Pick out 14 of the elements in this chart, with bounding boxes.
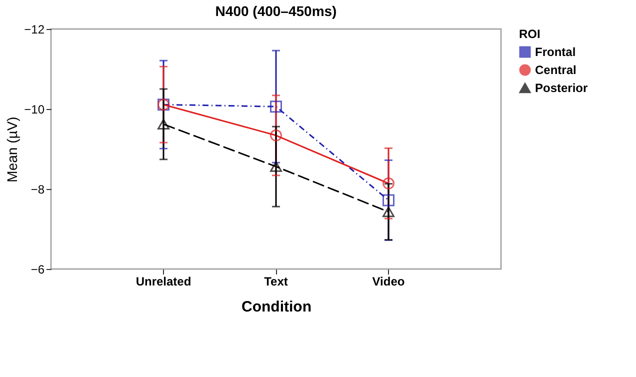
y-tick-label: −12 — [24, 22, 45, 36]
x-tick-label: Video — [372, 274, 405, 288]
y-tick-label: −6 — [30, 262, 45, 276]
legend-label: Central — [535, 63, 576, 77]
y-tick-label: −10 — [24, 102, 45, 116]
x-tick-label: Unrelated — [136, 274, 192, 288]
legend-title: ROI — [519, 27, 540, 41]
x-axis-title: Condition — [242, 298, 312, 316]
y-tick-label: −8 — [30, 182, 45, 196]
x-tick-label: Text — [264, 274, 288, 288]
legend-label: Posterior — [535, 81, 588, 95]
legend-label: Frontal — [535, 45, 576, 59]
chart-title: N400 (400–450ms) — [215, 3, 337, 19]
y-axis-title: Mean (µV) — [4, 116, 20, 182]
